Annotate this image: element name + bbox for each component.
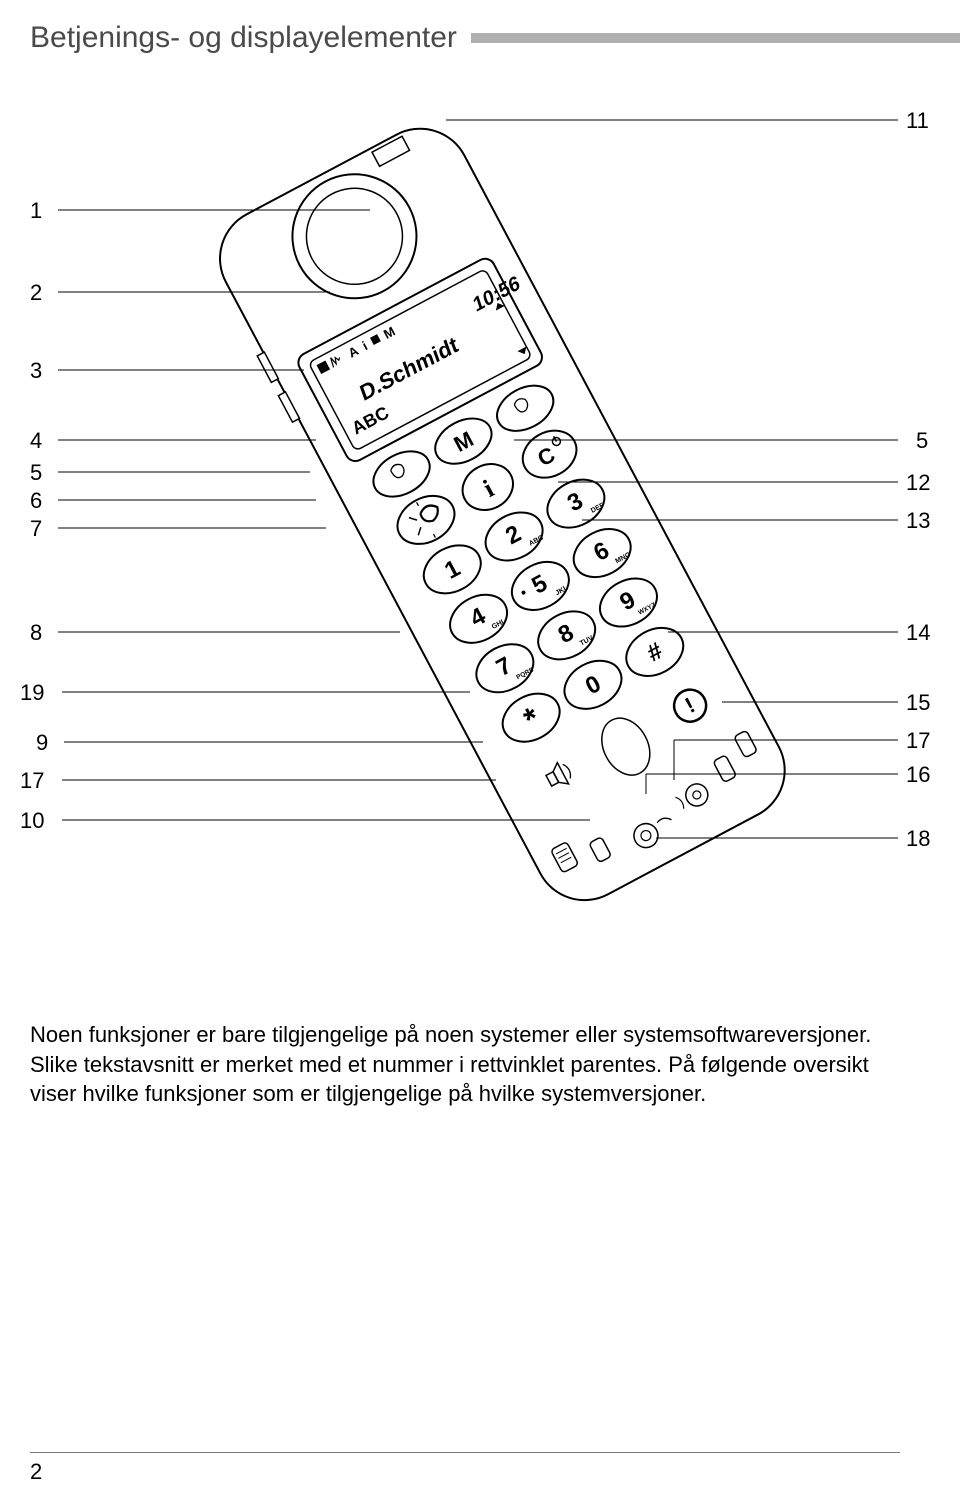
callout-number: 14 (906, 620, 930, 646)
callout-number: 12 (906, 470, 930, 496)
callout-number: 18 (906, 826, 930, 852)
callout-number: 13 (906, 508, 930, 534)
callout-number: 5 (30, 460, 42, 486)
body-paragraph: Noen funksjoner er bare tilgjengelige på… (30, 1020, 890, 1109)
callout-number: 5 (916, 428, 928, 454)
phone-diagram: A i M 10:56 D.Schmidt ABC M (0, 80, 960, 980)
callout-number: 11 (906, 108, 929, 134)
callout-number: 7 (30, 516, 42, 542)
callout-number: 17 (906, 728, 930, 754)
callout-number: 3 (30, 358, 42, 384)
phone-svg: A i M 10:56 D.Schmidt ABC M (0, 80, 960, 980)
callout-number: 15 (906, 690, 930, 716)
page-number: 2 (30, 1459, 42, 1485)
callout-number: 8 (30, 620, 42, 646)
callout-number: 16 (906, 762, 930, 788)
page-header: Betjenings- og displayelementer (0, 18, 960, 58)
callout-number: 2 (30, 280, 42, 306)
callout-number: 6 (30, 488, 42, 514)
callout-number: 4 (30, 428, 42, 454)
callout-number: 17 (20, 768, 44, 794)
callout-number: 10 (20, 808, 44, 834)
footer-rule (30, 1452, 900, 1453)
page-title: Betjenings- og displayelementer (0, 21, 457, 55)
callout-number: 9 (36, 730, 48, 756)
title-rule (471, 33, 960, 43)
callout-number: 19 (20, 680, 44, 706)
callout-number: 1 (30, 198, 42, 224)
